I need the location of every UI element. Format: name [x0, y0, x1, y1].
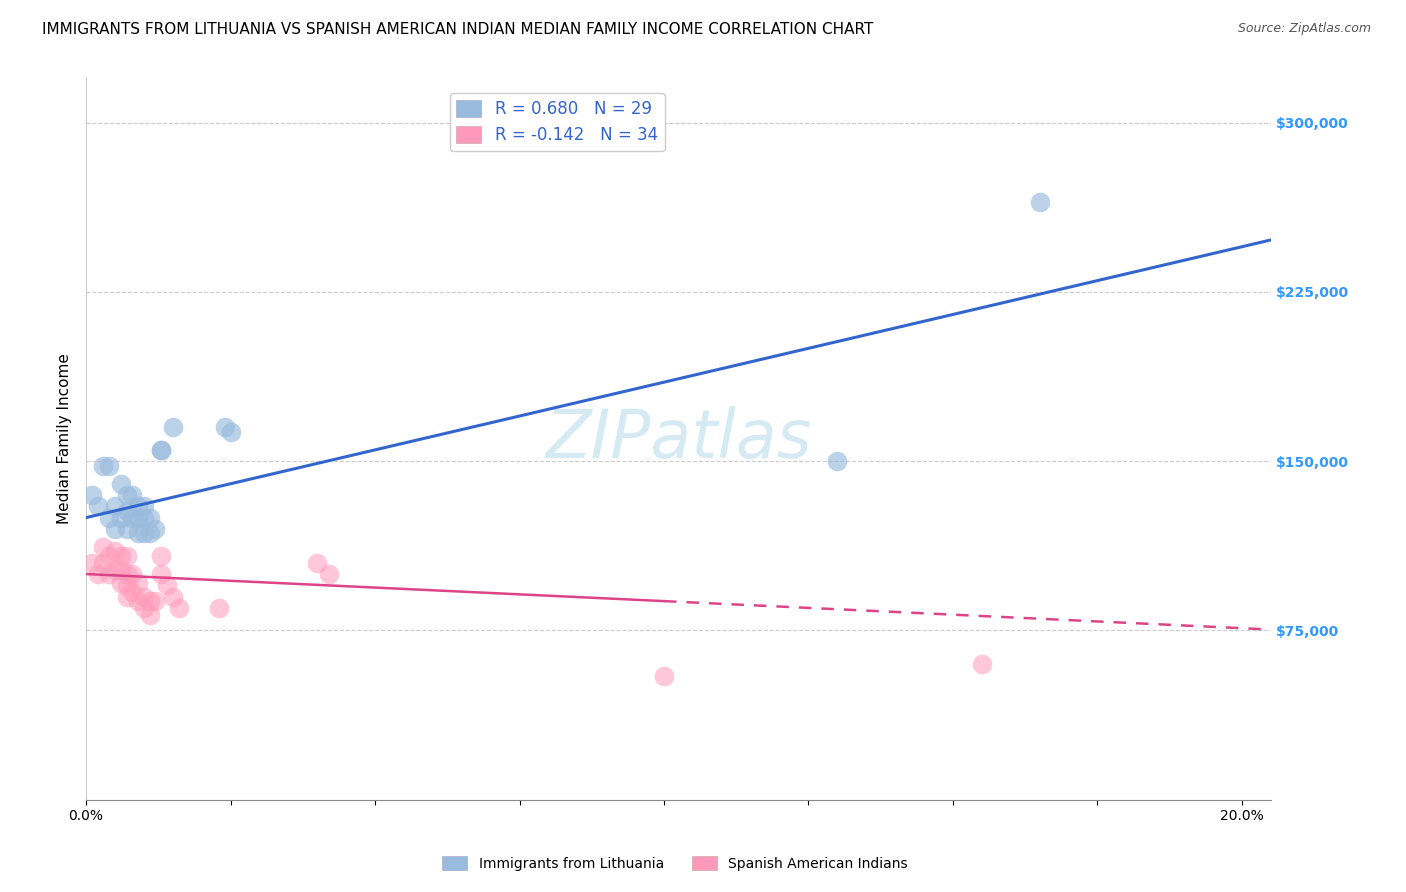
Point: [110, 510, 132, 524]
Point: [98, 549, 121, 563]
Point: [127, 500, 149, 514]
Legend: R = 0.680   N = 29, R = -0.142   N = 34: R = 0.680 N = 29, R = -0.142 N = 34: [450, 93, 665, 151]
Point: [132, 526, 155, 541]
Point: [219, 425, 242, 439]
Text: ZIPatlas: ZIPatlas: [546, 406, 811, 472]
Point: [110, 562, 132, 576]
Point: [167, 600, 190, 615]
Point: [121, 585, 143, 599]
Point: [145, 522, 167, 536]
Point: [150, 549, 173, 563]
Point: [127, 594, 149, 608]
Point: [115, 522, 138, 536]
Point: [138, 510, 160, 524]
Point: [162, 590, 184, 604]
Point: [150, 442, 173, 457]
Point: [121, 488, 143, 502]
Point: [138, 594, 160, 608]
Point: [115, 590, 138, 604]
Point: [98, 458, 121, 473]
Point: [970, 657, 993, 672]
Point: [132, 500, 155, 514]
Point: [115, 549, 138, 563]
Point: [115, 504, 138, 518]
Point: [127, 510, 149, 524]
Point: [93, 556, 115, 570]
Point: [98, 510, 121, 524]
Point: [307, 556, 329, 570]
Point: [121, 510, 143, 524]
Point: [80, 488, 103, 502]
Point: [1028, 194, 1050, 209]
Point: [86, 567, 108, 582]
Point: [110, 549, 132, 563]
Point: [104, 562, 127, 576]
Y-axis label: Median Family Income: Median Family Income: [58, 353, 72, 524]
Point: [115, 578, 138, 592]
Point: [145, 594, 167, 608]
Point: [121, 567, 143, 582]
Point: [827, 454, 849, 468]
Point: [138, 607, 160, 622]
Point: [104, 522, 127, 536]
Point: [86, 500, 108, 514]
Point: [132, 510, 155, 524]
Point: [150, 567, 173, 582]
Point: [115, 567, 138, 582]
Point: [93, 540, 115, 554]
Point: [208, 600, 231, 615]
Point: [104, 500, 127, 514]
Text: IMMIGRANTS FROM LITHUANIA VS SPANISH AMERICAN INDIAN MEDIAN FAMILY INCOME CORREL: IMMIGRANTS FROM LITHUANIA VS SPANISH AME…: [42, 22, 873, 37]
Point: [127, 526, 149, 541]
Point: [318, 567, 340, 582]
Point: [104, 544, 127, 558]
Point: [138, 526, 160, 541]
Point: [156, 578, 179, 592]
Point: [115, 488, 138, 502]
Text: Source: ZipAtlas.com: Source: ZipAtlas.com: [1237, 22, 1371, 36]
Point: [98, 567, 121, 582]
Point: [162, 420, 184, 434]
Point: [80, 556, 103, 570]
Point: [652, 668, 675, 682]
Point: [93, 458, 115, 473]
Point: [150, 442, 173, 457]
Point: [110, 476, 132, 491]
Legend: Immigrants from Lithuania, Spanish American Indians: Immigrants from Lithuania, Spanish Ameri…: [437, 850, 912, 876]
Point: [110, 576, 132, 591]
Point: [132, 590, 155, 604]
Point: [132, 600, 155, 615]
Point: [127, 576, 149, 591]
Point: [214, 420, 236, 434]
